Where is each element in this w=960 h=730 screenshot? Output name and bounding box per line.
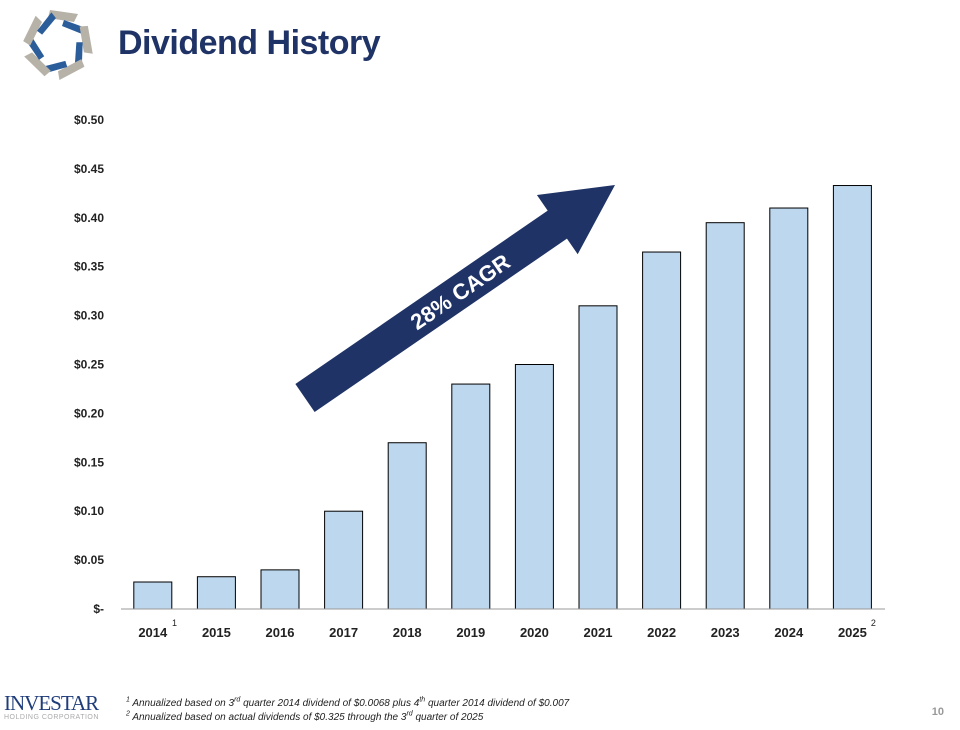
footnote-2: 2 Annualized based on actual dividends o…	[126, 710, 484, 723]
x-tick-label: 2023	[711, 625, 740, 640]
page-title: Dividend History	[118, 24, 381, 62]
cagr-label: 28% CAGR	[406, 249, 515, 335]
investar-logo-text: INVESTAR	[4, 692, 99, 715]
y-tick-label: $0.40	[74, 211, 104, 225]
x-tick-label: 2024	[774, 625, 804, 640]
y-tick-label: $0.10	[74, 504, 104, 518]
x-tick-label: 2014	[138, 625, 168, 640]
y-tick-label: $0.05	[74, 553, 104, 567]
bar-2019	[451, 383, 491, 610]
investar-logo: INVESTAR HOLDING CORPORATION	[4, 692, 118, 721]
bar-2022	[642, 251, 682, 610]
y-tick-label: $0.30	[74, 309, 104, 323]
bar-2024	[769, 207, 809, 610]
bar-2023	[705, 222, 745, 610]
y-tick-label: $0.50	[74, 113, 104, 127]
x-tick-label: 2020	[520, 625, 549, 640]
x-tick-label: 2022	[647, 625, 676, 640]
cagr-arrow: 28% CAGR	[295, 185, 615, 413]
page-number: 10	[931, 706, 944, 718]
bar-2025	[832, 185, 872, 610]
x-tick-label: 2018	[393, 625, 422, 640]
x-tick-label: 2021	[584, 625, 613, 640]
y-tick-label: $0.35	[74, 260, 104, 274]
x-tick-label: 2019	[456, 625, 485, 640]
bar-2017	[324, 510, 364, 610]
y-tick-label: $-	[93, 602, 104, 616]
bar-2015	[196, 576, 236, 610]
y-tick-label: $0.45	[74, 162, 104, 176]
x-tick-label: 2016	[266, 625, 295, 640]
dividend-bar-chart: $- $0.05 $0.10 $0.15 $0.20 $0.25 $0.30 $0.35 $0.…	[74, 113, 885, 640]
footnote-1: 1 Annualized based on 3rd quarter 2014 d…	[126, 696, 570, 709]
bar-2014	[133, 581, 173, 610]
y-tick-label: $0.25	[74, 358, 104, 372]
x-tick-label: 2025	[838, 625, 867, 640]
bar-2021	[578, 305, 618, 610]
footnote-marker: 1	[172, 618, 177, 628]
footnotes: 1 Annualized based on 3rd quarter 2014 d…	[126, 697, 569, 725]
y-tick-label: $0.20	[74, 406, 104, 420]
company-logo-icon	[15, 6, 99, 84]
x-tick-label: 2017	[329, 625, 358, 640]
investar-logo-subtext: HOLDING CORPORATION	[4, 714, 99, 721]
y-tick-label: $0.15	[74, 455, 104, 469]
bar-2016	[260, 569, 300, 610]
bar-2018	[387, 442, 427, 610]
arrow-shape	[295, 185, 615, 413]
bar-2020	[514, 364, 554, 610]
x-tick-label: 2015	[202, 625, 231, 640]
footnote-marker: 2	[871, 618, 876, 628]
